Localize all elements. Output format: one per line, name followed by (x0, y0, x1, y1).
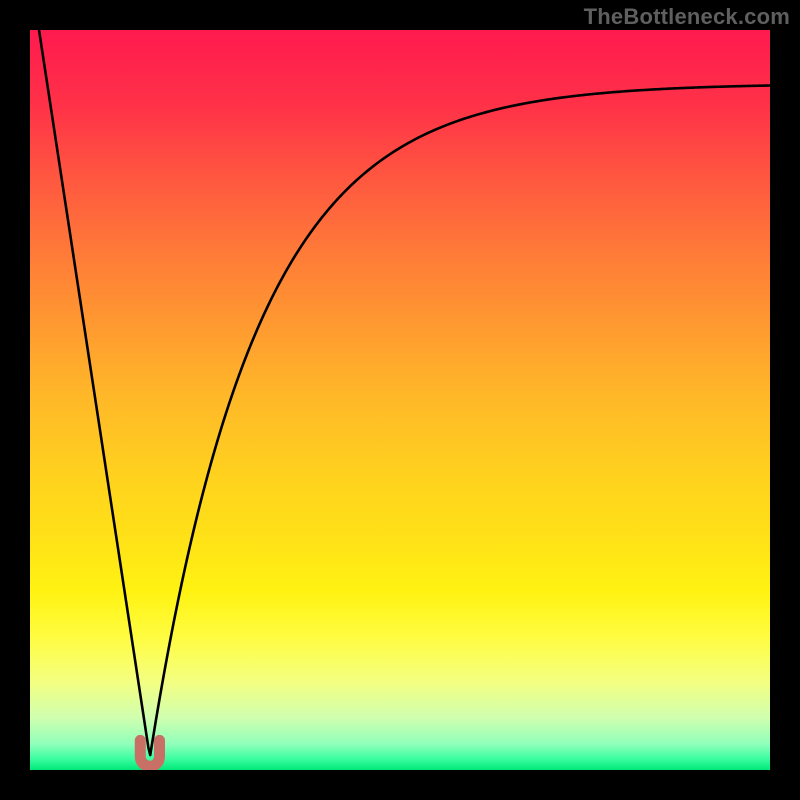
chart-stage: TheBottleneck.com (0, 0, 800, 800)
plot-background (30, 30, 770, 770)
chart-svg (0, 0, 800, 800)
watermark-text: TheBottleneck.com (584, 4, 790, 30)
